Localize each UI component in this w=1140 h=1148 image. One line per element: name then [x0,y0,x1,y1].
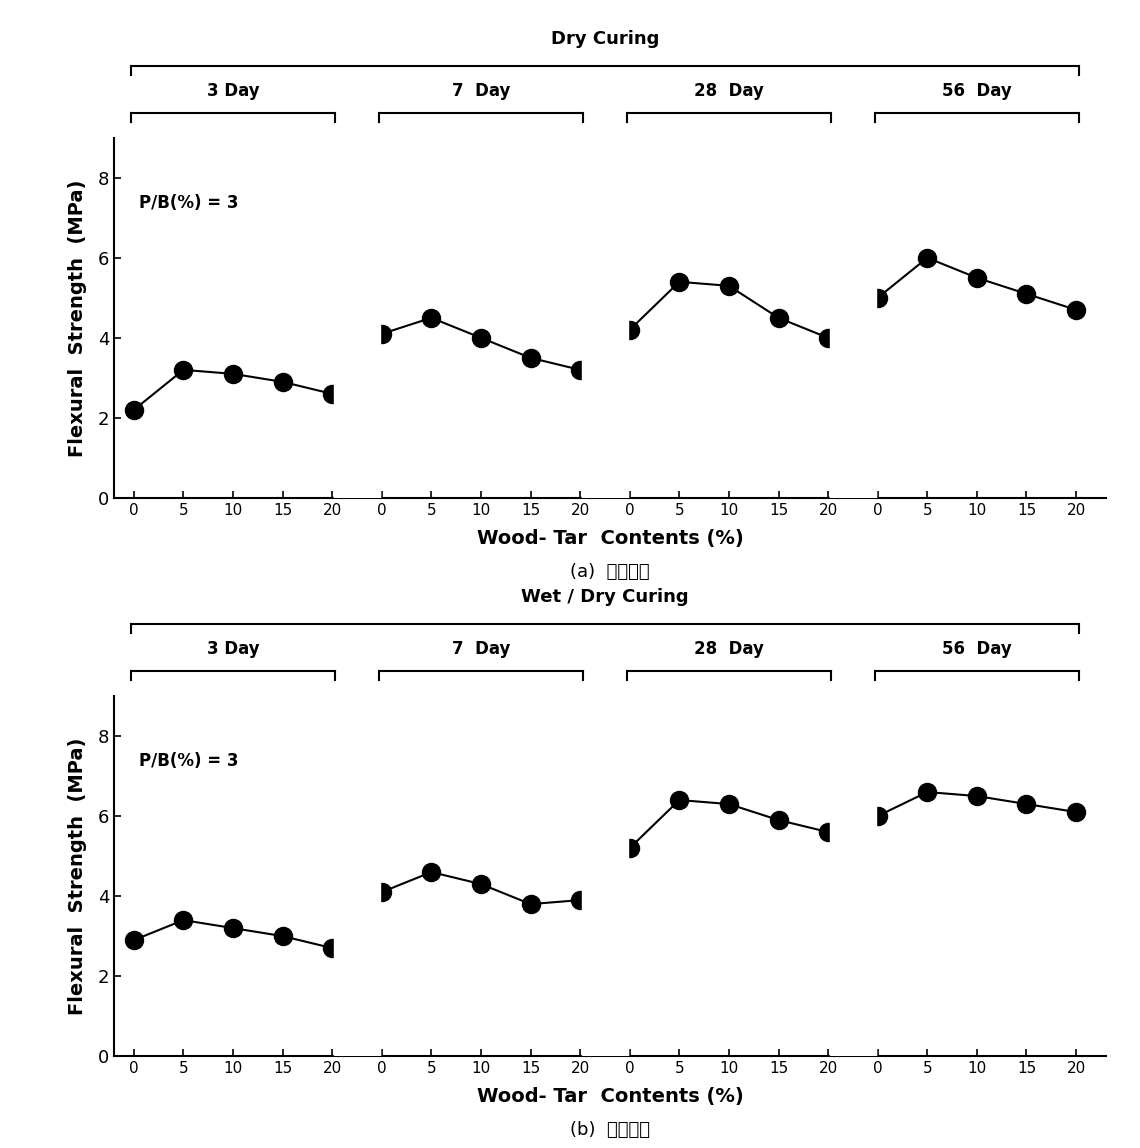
Text: 28  Day: 28 Day [694,82,764,100]
Text: 28  Day: 28 Day [694,641,764,658]
Bar [583,138,628,498]
Text: Dry Curing: Dry Curing [551,30,659,48]
Y-axis label: Flexural  Strength  (MPa): Flexural Strength (MPa) [67,737,87,1015]
Bar [583,696,628,1056]
Text: (b)  습윤양생: (b) 습윤양생 [570,1120,650,1139]
Text: (a)  기중양생: (a) 기중양생 [570,563,650,581]
Bar [830,138,876,498]
Bar [334,696,380,1056]
Text: 7  Day: 7 Day [451,82,511,100]
Text: 3 Day: 3 Day [206,82,259,100]
Text: 56  Day: 56 Day [942,82,1011,100]
Text: P/B(%) = 3: P/B(%) = 3 [139,752,238,770]
Bar [334,138,380,498]
Text: 3 Day: 3 Day [206,641,259,658]
Text: P/B(%) = 3: P/B(%) = 3 [139,194,238,211]
Text: 7  Day: 7 Day [451,641,511,658]
Text: Wet / Dry Curing: Wet / Dry Curing [521,588,689,606]
Text: 56  Day: 56 Day [942,641,1011,658]
X-axis label: Wood- Tar  Contents (%): Wood- Tar Contents (%) [477,1087,743,1107]
Bar [830,696,876,1056]
Y-axis label: Flexural  Strength  (MPa): Flexural Strength (MPa) [67,179,87,457]
X-axis label: Wood- Tar  Contents (%): Wood- Tar Contents (%) [477,529,743,548]
